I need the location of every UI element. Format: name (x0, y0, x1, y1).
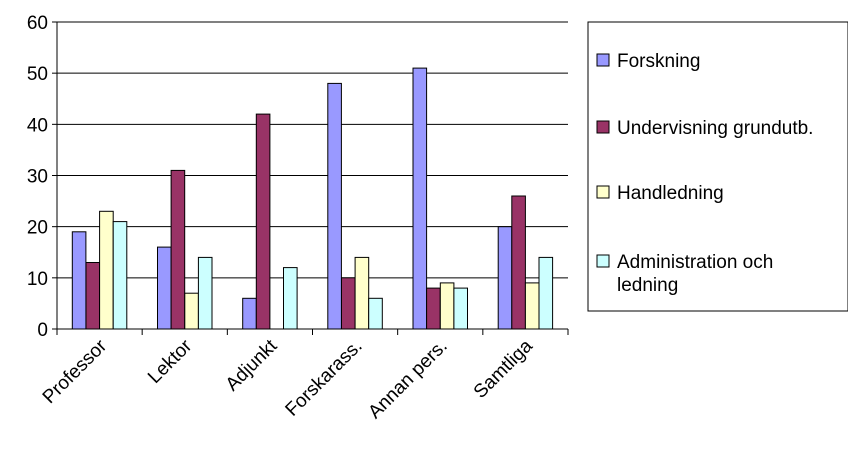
x-tick-label: Forskarass. (282, 336, 367, 421)
bar (497, 226, 513, 330)
x-tick-label: Annan pers. (364, 336, 451, 423)
bar (242, 297, 257, 330)
bar (412, 67, 428, 330)
bar (538, 256, 554, 330)
legend-label: ledning (617, 275, 678, 296)
legend-label: Administration och (617, 252, 773, 273)
bar (426, 287, 441, 330)
legend-swatch (596, 254, 610, 268)
x-tick-label: Samtliga (470, 335, 537, 402)
bar (184, 292, 199, 330)
bar (354, 256, 370, 330)
bar (71, 231, 87, 330)
legend: Forskning Undervisning grundutb. Handledni… (587, 21, 848, 312)
y-tick-label: 50 (27, 64, 48, 85)
y-tick-label: 20 (27, 218, 48, 239)
bar (255, 113, 271, 330)
x-tick-label: Lektor (144, 335, 197, 388)
y-tick-label: 30 (27, 167, 48, 188)
legend-swatch (596, 53, 610, 67)
x-tick-label: Professor (39, 335, 112, 408)
bar (341, 277, 356, 330)
bar (283, 267, 298, 330)
bar (368, 297, 383, 330)
y-tick-label: 0 (37, 320, 48, 341)
y-axis-ticks: 0 10 20 30 40 50 60 (27, 13, 57, 341)
bar (524, 282, 540, 330)
legend-swatch (596, 120, 610, 134)
gridlines (57, 21, 568, 279)
bar (327, 82, 342, 330)
bar (197, 256, 213, 330)
bar (453, 287, 468, 330)
bars (71, 67, 554, 330)
legend-label: Handledning (617, 183, 724, 204)
legend-swatch (596, 185, 610, 199)
bar (99, 210, 114, 330)
y-tick-label: 10 (27, 269, 48, 290)
bar (170, 169, 186, 330)
bar (85, 262, 101, 330)
y-tick-label: 60 (27, 13, 48, 34)
legend-box (587, 21, 848, 312)
bar (439, 282, 455, 330)
bar (511, 195, 526, 330)
bar (112, 221, 128, 330)
legend-label: Undervisning grundutb. (617, 118, 813, 139)
bar (157, 246, 172, 330)
x-tick-label: Adjunkt (222, 335, 282, 395)
legend-label: Forskning (617, 51, 700, 72)
x-axis-ticks: Professor Lektor Adjunkt Forskarass.Annan p… (39, 329, 569, 423)
y-tick-label: 40 (27, 115, 48, 136)
